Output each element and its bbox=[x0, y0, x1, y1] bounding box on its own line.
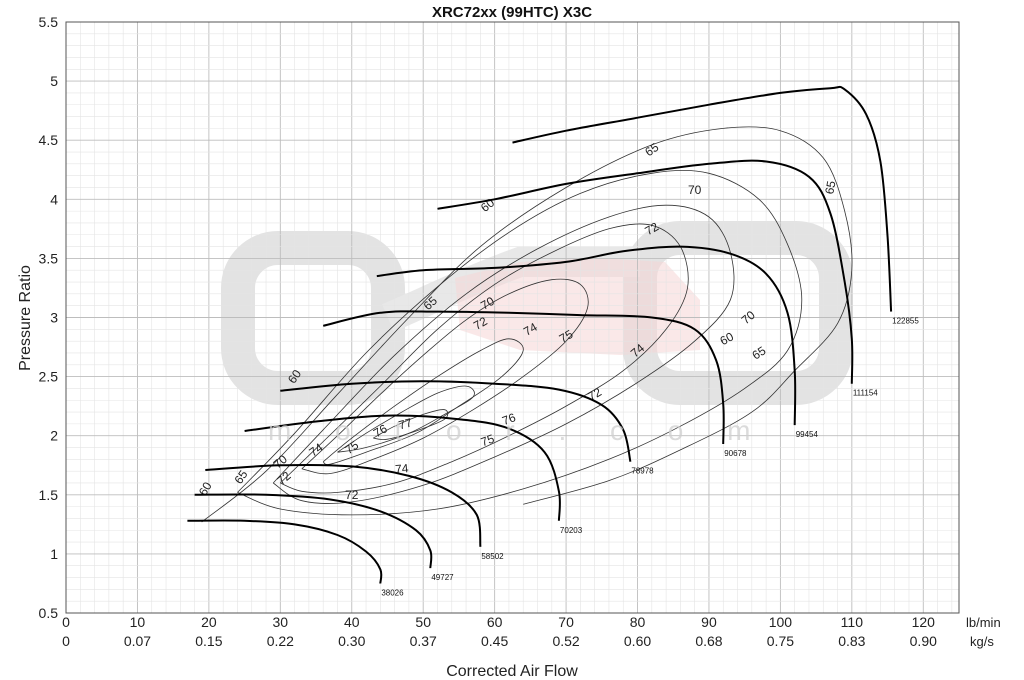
y-tick-label: 3.5 bbox=[39, 250, 59, 266]
x-tick-label-kgs: 0.90 bbox=[910, 633, 937, 649]
efficiency-label: 70 bbox=[688, 183, 702, 197]
x-tick-label-kgs: 0.07 bbox=[124, 633, 151, 649]
x-tick-label: 70 bbox=[558, 614, 574, 630]
efficiency-label: 75 bbox=[557, 327, 576, 346]
x-tick-label: 30 bbox=[273, 614, 289, 630]
speed-line-122855 bbox=[512, 85, 893, 312]
speed-line-label: 111154 bbox=[853, 389, 878, 398]
x-tick-label-kgs: 0.83 bbox=[838, 633, 865, 649]
x-tick-label-kgs: 0.52 bbox=[552, 633, 579, 649]
y-tick-label: 1 bbox=[50, 546, 58, 562]
y-tick-label: 5 bbox=[50, 73, 58, 89]
x-unit-secondary: kg/s bbox=[970, 634, 994, 649]
speed-lines: 38026 49727 58502 70203 78978 90678 99454 11115… bbox=[187, 85, 919, 597]
y-axis-label: Pressure Ratio bbox=[17, 265, 34, 371]
efficiency-island-72 bbox=[280, 223, 689, 494]
efficiency-island-60 bbox=[201, 126, 853, 523]
chart-title: XRC72xx (99HTC) X3C bbox=[432, 4, 592, 21]
speed-line-label: 122855 bbox=[892, 317, 919, 326]
speed-line-label: 38026 bbox=[381, 588, 404, 597]
y-tick-label: 4.5 bbox=[39, 132, 59, 148]
x-axis-label: Corrected Air Flow bbox=[446, 663, 578, 680]
efficiency-label: 74 bbox=[521, 320, 540, 339]
y-tick-label: 3 bbox=[50, 310, 58, 326]
efficiency-label: 72 bbox=[643, 219, 662, 238]
x-tick-label-kgs: 0.68 bbox=[695, 633, 722, 649]
x-tick-label: 60 bbox=[487, 614, 503, 630]
efficiency-label: 65 bbox=[822, 179, 838, 195]
x-tick-label: 90 bbox=[701, 614, 717, 630]
watermark-text: m o t o r . c o m bbox=[268, 415, 768, 446]
efficiency-island-70 bbox=[272, 204, 735, 504]
x-tick-label: 0 bbox=[62, 614, 70, 630]
speed-line-70203 bbox=[244, 414, 561, 521]
x-tick-label: 110 bbox=[841, 614, 864, 630]
x-tick-label-kgs: 0.60 bbox=[624, 633, 651, 649]
speed-line-label: 70203 bbox=[560, 526, 583, 535]
y-tick-label: 4 bbox=[50, 191, 58, 207]
speed-line-38026 bbox=[187, 519, 383, 584]
y-tick-label: 2.5 bbox=[39, 369, 59, 385]
efficiency-label: 60 bbox=[196, 479, 215, 498]
efficiency-label: 75 bbox=[479, 431, 497, 449]
plot-frame bbox=[65, 21, 960, 614]
x-tick-label: 120 bbox=[912, 614, 936, 630]
x-tick-label-kgs: 0 bbox=[62, 633, 70, 649]
speed-line-111154 bbox=[437, 159, 854, 384]
efficiency-island-75 bbox=[322, 338, 524, 465]
y-tick-label: 0.5 bbox=[39, 605, 59, 621]
efficiency-island-76 bbox=[337, 385, 475, 453]
speed-line-label: 90678 bbox=[724, 449, 747, 458]
grid-lines bbox=[65, 21, 959, 614]
x-tick-label: 80 bbox=[630, 614, 646, 630]
speed-line-label: 78978 bbox=[631, 467, 654, 476]
x-tick-label: 10 bbox=[130, 614, 146, 630]
x-tick-label: 20 bbox=[201, 614, 217, 630]
speed-line-49727 bbox=[194, 493, 433, 569]
y-tick-label: 2 bbox=[50, 428, 58, 444]
axis-ticks: 0 0 10 0.07 20 0.15 30 0.22 40 0.30 50 0.37 60 0.45 70… bbox=[39, 14, 938, 649]
efficiency-label: 76 bbox=[371, 421, 390, 440]
x-tick-label-kgs: 0.45 bbox=[481, 633, 508, 649]
speed-line-58502 bbox=[205, 463, 482, 547]
efficiency-label: 60 bbox=[718, 329, 737, 348]
speed-line-label: 49727 bbox=[431, 573, 454, 582]
efficiency-islands: 6060606065656565657070707072727272727474… bbox=[196, 126, 853, 523]
x-tick-label-kgs: 0.75 bbox=[767, 633, 794, 649]
efficiency-island-77 bbox=[373, 409, 449, 440]
speed-line-99454 bbox=[376, 245, 797, 426]
x-tick-label-kgs: 0.22 bbox=[267, 633, 294, 649]
speed-line-label: 99454 bbox=[796, 430, 819, 439]
y-tick-label: 5.5 bbox=[39, 14, 59, 30]
speed-line-90678 bbox=[322, 310, 725, 445]
x-unit-primary: lb/min bbox=[966, 615, 1001, 630]
y-tick-label: 1.5 bbox=[39, 487, 59, 503]
x-tick-label: 40 bbox=[344, 614, 360, 630]
efficiency-island-74 bbox=[301, 278, 589, 475]
efficiency-label: 76 bbox=[500, 410, 518, 428]
efficiency-label: 72 bbox=[345, 488, 359, 502]
efficiency-island-65 bbox=[237, 170, 803, 516]
speed-line-78978 bbox=[280, 380, 632, 462]
x-tick-label-kgs: 0.15 bbox=[195, 633, 222, 649]
efficiency-label: 72 bbox=[471, 314, 490, 333]
x-tick-label-kgs: 0.30 bbox=[338, 633, 365, 649]
x-tick-label: 100 bbox=[769, 614, 793, 630]
x-tick-label: 50 bbox=[415, 614, 431, 630]
speed-line-label: 58502 bbox=[481, 552, 504, 561]
efficiency-label: 77 bbox=[397, 415, 414, 432]
x-tick-label-kgs: 0.37 bbox=[410, 633, 437, 649]
